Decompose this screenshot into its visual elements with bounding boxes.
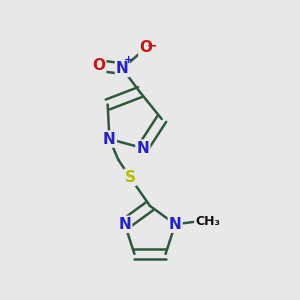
Text: S: S (124, 170, 136, 185)
Text: CH₃: CH₃ (195, 215, 220, 228)
Text: N: N (118, 217, 131, 232)
Text: −: − (147, 39, 158, 52)
Text: N: N (103, 132, 116, 147)
Text: N: N (136, 140, 149, 155)
Text: +: + (124, 55, 134, 65)
Text: N: N (116, 61, 129, 76)
Text: O: O (92, 58, 105, 73)
Text: N: N (169, 217, 182, 232)
Text: O: O (139, 40, 152, 56)
